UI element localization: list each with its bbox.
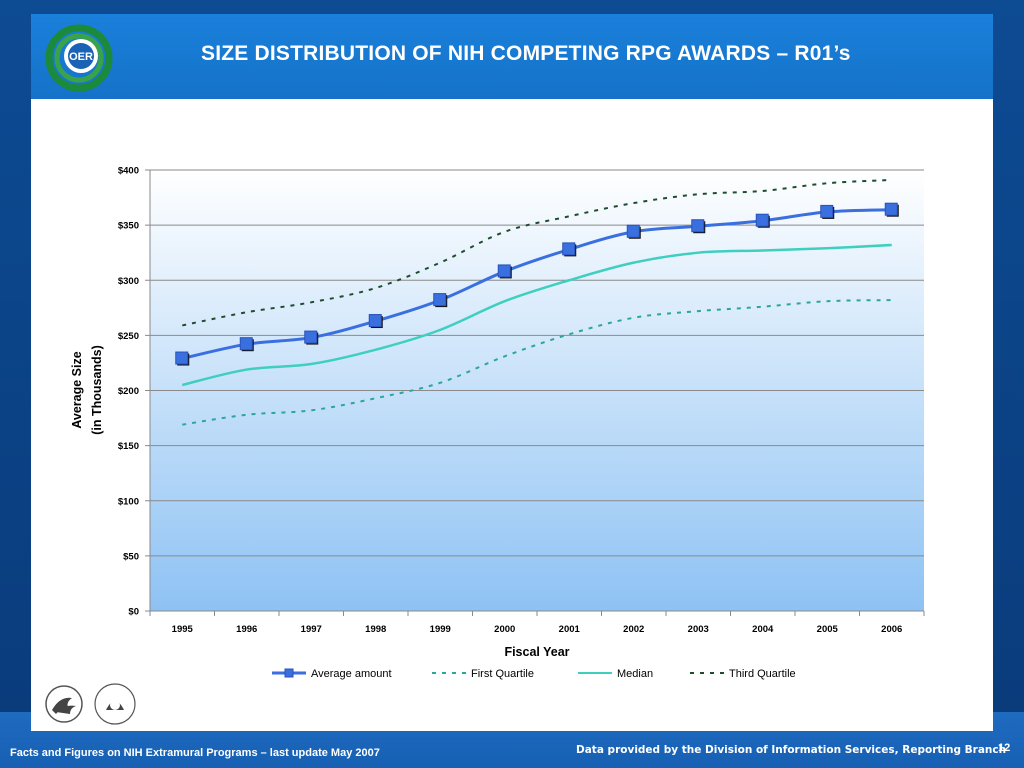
data-point-average [304,330,318,344]
x-tick-label: 1998 [365,624,386,635]
title-band: OER SIZE DISTRIBUTION OF NIH COMPETING R… [31,14,993,99]
y-tick-label: $50 [123,551,139,562]
x-tick-label: 1999 [430,624,451,635]
series-line-first-quartile [182,299,892,426]
x-tick-label: 2000 [494,624,515,635]
data-point-average [626,224,640,238]
y-tick-label: $300 [118,276,139,287]
legend-label-median: Median [617,668,653,680]
x-tick-label: 2002 [623,624,644,635]
logo-text: OER [69,51,93,63]
y-tick-label: $150 [118,441,139,452]
data-point-average [820,204,834,218]
data-point-average [175,351,189,365]
nih-seal-icon [94,683,136,725]
hhs-seal-icon [45,685,83,723]
x-axis-title: Fiscal Year [504,645,569,659]
data-point-average [562,242,576,256]
slide-title: SIZE DISTRIBUTION OF NIH COMPETING RPG A… [201,42,851,65]
x-tick-label: 2006 [881,624,902,635]
data-point-average [884,202,898,216]
y-tick-label: $0 [128,607,139,618]
data-point-average [755,213,769,227]
x-tick-label: 1996 [236,624,257,635]
series-line-median [181,243,892,387]
legend-label-average: Average amount [311,668,392,680]
x-tick-label: 2005 [817,624,839,635]
data-point-average [433,293,447,307]
y-axis-title: Average Size [70,351,84,428]
x-tick-label: 2001 [559,624,581,635]
x-tick-label: 2003 [688,624,709,635]
data-point-average [691,219,705,233]
x-tick-label: 1997 [301,624,322,635]
legend-label-first-quartile: First Quartile [471,668,534,680]
y-tick-label: $200 [118,386,139,397]
oer-logo: OER [45,24,113,92]
x-tick-label: 1995 [172,624,194,635]
y-tick-label: $100 [118,496,139,507]
data-point-average [497,264,511,278]
data-point-average [368,314,382,328]
data-point-average [239,337,253,351]
page-number: 12 [998,742,1011,754]
y-axis-subtitle: (in Thousands) [90,345,104,435]
y-tick-label: $350 [118,221,139,232]
x-tick-label: 2004 [752,624,774,635]
footer-left-text: Facts and Figures on NIH Extramural Prog… [10,747,380,759]
y-tick-label: $250 [118,331,139,342]
legend-marker [284,668,294,678]
series-line-third-quartile [182,178,892,327]
footer-right-text: Data provided by the Division of Informa… [576,744,1007,756]
legend-label-third-quartile: Third Quartile [729,668,796,680]
y-tick-label: $400 [118,166,139,177]
